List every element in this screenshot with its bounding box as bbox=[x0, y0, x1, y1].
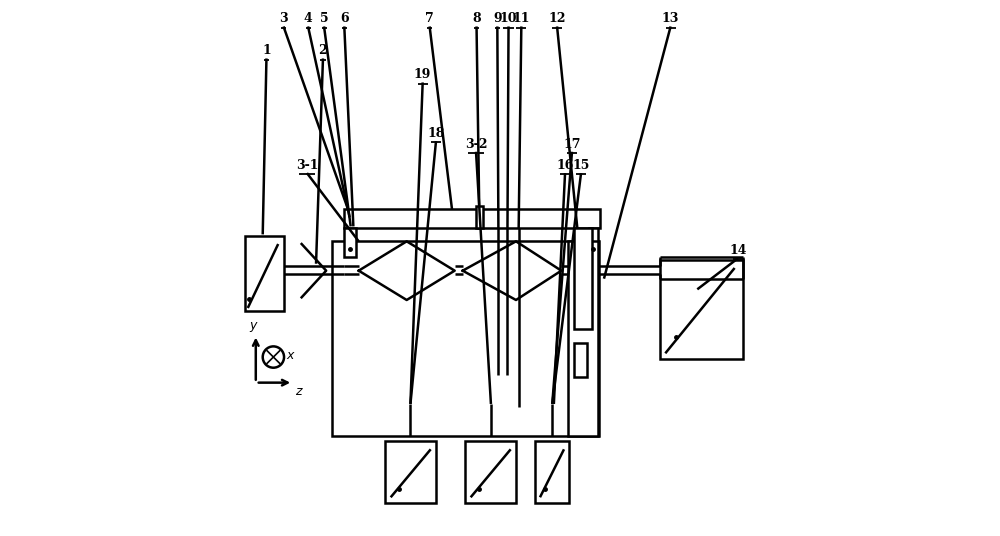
Bar bbox=[660, 260, 743, 359]
Bar bbox=[332, 241, 599, 436]
Text: 3-2: 3-2 bbox=[465, 138, 487, 151]
Text: 12: 12 bbox=[548, 12, 566, 25]
Text: 10: 10 bbox=[500, 12, 517, 25]
Text: x: x bbox=[286, 349, 294, 362]
Text: 18: 18 bbox=[427, 127, 445, 140]
Text: 6: 6 bbox=[340, 12, 349, 25]
Text: z: z bbox=[295, 385, 302, 398]
Text: 2: 2 bbox=[319, 44, 327, 57]
Text: 17: 17 bbox=[563, 138, 581, 151]
Text: 7: 7 bbox=[425, 12, 434, 25]
Text: 19: 19 bbox=[414, 69, 431, 81]
Text: 5: 5 bbox=[320, 12, 328, 25]
Text: 16: 16 bbox=[556, 159, 574, 172]
Text: 8: 8 bbox=[472, 12, 481, 25]
Text: 4: 4 bbox=[304, 12, 312, 25]
Bar bbox=[535, 441, 569, 503]
Bar bbox=[574, 343, 587, 377]
Bar bbox=[589, 228, 598, 257]
Text: 3: 3 bbox=[279, 12, 288, 25]
Text: 9: 9 bbox=[493, 12, 502, 25]
Bar bbox=[478, 210, 600, 228]
Text: 14: 14 bbox=[729, 244, 747, 257]
Bar bbox=[245, 236, 284, 311]
Text: y: y bbox=[249, 319, 256, 332]
Text: 1: 1 bbox=[262, 44, 271, 57]
Text: 13: 13 bbox=[662, 12, 679, 25]
Bar bbox=[344, 210, 478, 228]
Bar bbox=[568, 241, 598, 436]
Text: 3-1: 3-1 bbox=[296, 159, 318, 172]
Circle shape bbox=[263, 346, 284, 368]
Text: 11: 11 bbox=[513, 12, 530, 25]
Bar bbox=[385, 441, 436, 503]
Bar bbox=[574, 228, 592, 329]
Bar bbox=[476, 206, 483, 228]
Text: 15: 15 bbox=[572, 159, 590, 172]
Bar bbox=[344, 228, 356, 257]
Bar bbox=[465, 441, 516, 503]
